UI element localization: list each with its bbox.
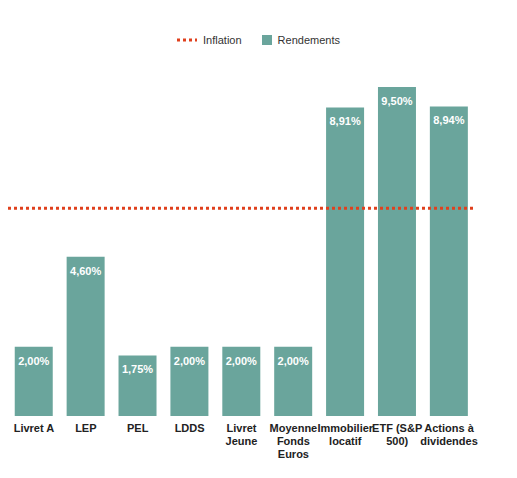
svg-text:Moyenne: Moyenne [270, 422, 318, 434]
svg-text:8,94%: 8,94% [433, 114, 464, 126]
html-text:Rendements: Rendements [277, 34, 340, 46]
svg-text:Livret A: Livret A [14, 422, 55, 434]
svg-text:LEP: LEP [75, 422, 96, 434]
svg-text:PEL: PEL [127, 422, 149, 434]
html-text:Inflation: Inflation [203, 34, 242, 46]
svg-text:Livret: Livret [227, 422, 257, 434]
svg-text:Euros: Euros [278, 448, 309, 460]
svg-text:Fonds: Fonds [277, 435, 310, 447]
svg-text:ETF (S&P: ETF (S&P [372, 422, 422, 434]
svg-text:9,50%: 9,50% [381, 95, 412, 107]
svg-text:locatif: locatif [329, 435, 362, 447]
svg-text:Immobilier: Immobilier [317, 422, 373, 434]
svg-text:2,00%: 2,00% [278, 355, 309, 367]
svg-text:4,60%: 4,60% [70, 265, 101, 277]
svg-text:1,75%: 1,75% [122, 363, 153, 375]
svg-text:2,00%: 2,00% [174, 355, 205, 367]
svg-text:2,00%: 2,00% [18, 355, 49, 367]
svg-text:2,00%: 2,00% [226, 355, 257, 367]
svg-text:8,91%: 8,91% [329, 115, 360, 127]
svg-text:Actions à: Actions à [424, 422, 474, 434]
svg-text:500): 500) [386, 435, 408, 447]
svg-text:Jeune: Jeune [226, 435, 258, 447]
svg-text:LDDS: LDDS [175, 422, 205, 434]
svg-text:dividendes: dividendes [420, 435, 477, 447]
